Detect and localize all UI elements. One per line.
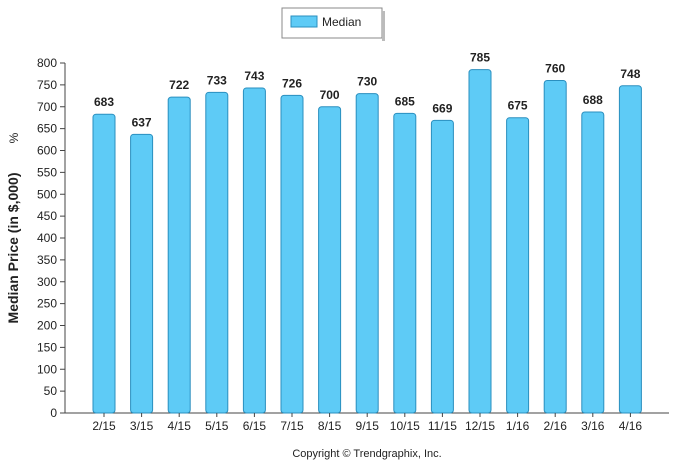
y-tick-label: 800 [37,56,57,70]
x-tick-label: 12/15 [465,419,495,433]
bar [468,69,492,414]
x-tick-label: 9/15 [356,419,380,433]
data-label: 675 [508,99,528,113]
data-label: 683 [94,95,114,109]
bar [355,93,379,414]
y-axis-label: Median Price (in $,000) [5,173,21,324]
bar [506,117,530,414]
bar [205,91,229,414]
bar [581,111,605,414]
x-tick-label: 8/15 [318,419,342,433]
data-label: 730 [357,75,377,89]
y-tick-label: 600 [37,144,57,158]
x-tick-label: 11/15 [428,419,457,433]
x-axis-ticks: 2/15 3/15 4/15 5/15 6/15 7/15 8/15 9/15 10/15 11/… [92,413,642,433]
bar [618,85,642,414]
y-tick-label: 0 [50,406,57,420]
y-tick-label: 100 [37,362,57,376]
y-tick-label: 500 [37,187,57,201]
legend-label: Median [322,15,361,29]
bar [167,96,191,414]
data-label: 722 [169,78,189,92]
data-label: 748 [620,67,640,81]
x-tick-label: 7/15 [280,419,304,433]
bar [543,80,567,414]
data-label: 743 [244,69,264,83]
x-tick-label: 1/16 [506,419,530,433]
x-tick-label: 4/16 [619,419,643,433]
y-axis-ticks: 0 50 100 150 200 250 300 350 400 450 500 550 600 650 7… [37,56,65,420]
y-tick-label: 550 [37,165,57,179]
bar [92,113,116,414]
data-label: 669 [432,101,452,115]
y-tick-label: 350 [37,253,57,267]
x-tick-label: 2/15 [92,419,116,433]
x-tick-label: 6/15 [243,419,267,433]
legend: Median [281,7,385,41]
y-axis-unit: % [7,132,21,143]
data-label: 785 [470,51,490,65]
y-tick-label: 250 [37,297,57,311]
data-label: 700 [320,88,340,102]
y-tick-label: 750 [37,78,57,92]
bar [393,112,417,414]
legend-swatch [290,15,318,28]
y-tick-label: 450 [37,209,57,223]
bar [280,94,304,414]
bar [430,119,454,414]
legend-box-shadow [382,11,385,41]
y-tick-label: 50 [44,384,58,398]
bar [242,87,266,414]
bars: 683 637 722 733 743 726 700 730 685 669 785 675 760 6… [92,51,642,414]
x-tick-label: 5/15 [205,419,229,433]
y-tick-label: 650 [37,122,57,136]
bar [130,133,154,414]
y-tick-label: 700 [37,100,57,114]
y-tick-label: 300 [37,275,57,289]
data-label: 685 [395,94,415,108]
y-axis-title: Median Price (in $,000) % [5,132,21,323]
x-tick-label: 3/15 [130,419,154,433]
data-label: 637 [132,115,152,129]
data-label: 726 [282,76,302,90]
y-tick-label: 150 [37,340,57,354]
data-label: 760 [545,62,565,76]
copyright-text: Copyright © Trendgraphix, Inc. [292,448,441,460]
data-label: 733 [207,73,227,87]
x-tick-label: 10/15 [390,419,420,433]
y-tick-label: 400 [37,231,57,245]
y-tick-label: 200 [37,319,57,333]
x-tick-label: 3/16 [581,419,605,433]
bar [318,106,342,414]
x-tick-label: 2/16 [544,419,568,433]
data-label: 688 [583,93,603,107]
x-tick-label: 4/15 [168,419,192,433]
